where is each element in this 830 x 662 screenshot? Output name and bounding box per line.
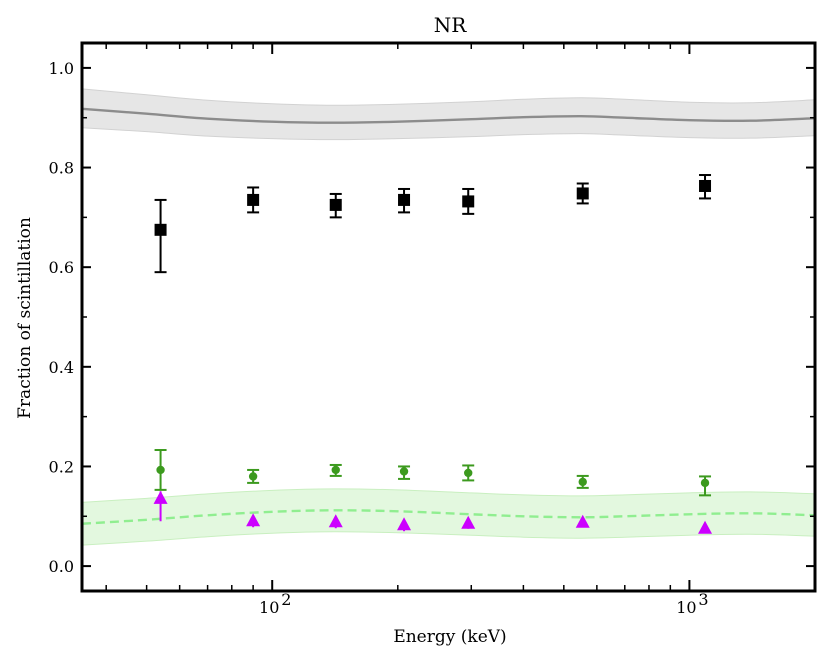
data-point-circle (399, 467, 409, 476)
x-ticks: 10 2 10 3 (105, 43, 816, 617)
y-ticks: 0.0 0.2 0.4 0.6 0.8 1.0 (49, 59, 815, 576)
band-center-line (82, 107, 815, 124)
model-band-2 (82, 488, 815, 546)
band-upper-edge (82, 88, 815, 106)
data-point-triangle (698, 520, 713, 534)
data-point-square (699, 179, 712, 192)
band-center-line (82, 509, 815, 525)
series-circle (154, 449, 712, 497)
data-point-circle (464, 468, 473, 478)
model-band-1 (82, 88, 815, 141)
band-fill (82, 488, 815, 546)
data-point-square (154, 223, 167, 236)
x-tick-label-exponent: 3 (698, 590, 708, 609)
x-tick-label-exponent: 2 (281, 590, 291, 609)
series-square (154, 174, 712, 274)
data-point-circle (331, 465, 340, 475)
band-lower-edge (82, 127, 815, 141)
data-point-triangle (153, 490, 168, 504)
y-tick-label: 0.6 (49, 258, 74, 277)
data-point-triangle (461, 515, 476, 529)
y-tick-label: 0.4 (49, 358, 74, 377)
data-point-circle (248, 472, 258, 481)
data-point-triangle (328, 514, 343, 528)
plot-area: 0.00.20.40.60.81.010 2 10 3 (49, 41, 817, 617)
data-point-circle (700, 478, 710, 488)
data-point-triangle (246, 513, 261, 527)
y-tick-label: 0.2 (49, 457, 74, 476)
series-triangle (153, 490, 713, 534)
y-tick-label: 0.0 (49, 557, 74, 576)
band-layer (82, 88, 815, 546)
data-point-square (576, 187, 589, 200)
data-point-circle (578, 477, 587, 487)
data-point-square (462, 195, 475, 208)
y-tick-label: 1.0 (49, 59, 74, 78)
data-point-square (329, 198, 342, 211)
y-axis-label: Fraction of scintillation (15, 217, 35, 419)
band-fill (82, 88, 815, 140)
data-point-triangle (397, 517, 412, 531)
y-tick-label: 0.8 (49, 159, 74, 178)
chart-title: NR (434, 13, 468, 37)
data-point-square (398, 193, 411, 206)
x-tick-label: 10 (676, 598, 696, 617)
x-axis-label: Energy (keV) (393, 627, 506, 647)
data-point-square (247, 193, 260, 206)
data-point-triangle (575, 514, 590, 528)
band-upper-edge (82, 488, 815, 503)
data-point-circle (156, 465, 165, 475)
x-tick-label: 10 (259, 598, 279, 617)
band-lower-edge (82, 531, 815, 546)
